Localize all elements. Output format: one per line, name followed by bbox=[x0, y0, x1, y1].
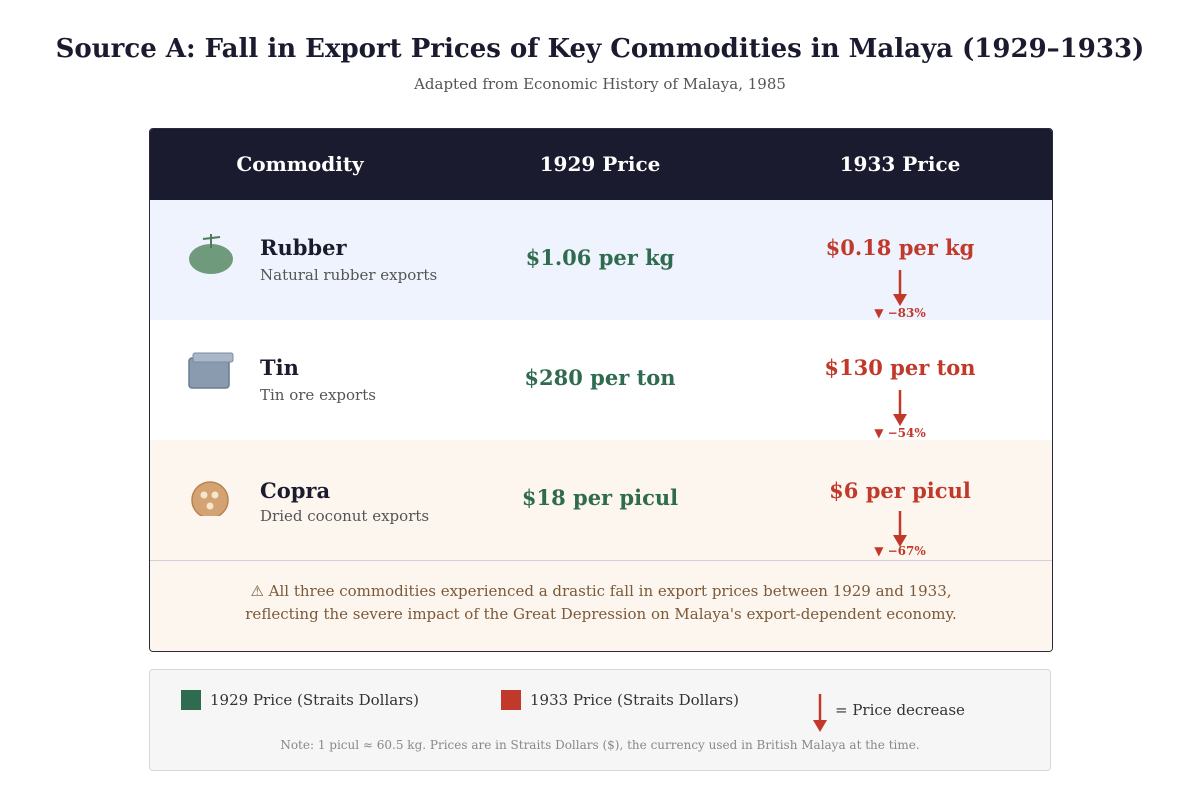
legend-footnote: Note: 1 picul ≈ 60.5 kg. Prices are in S… bbox=[280, 738, 920, 752]
table-row-tin: Tin Tin ore exports $280 per ton $130 pe… bbox=[150, 320, 1052, 441]
summary-note-line-2: reflecting the severe impact of the Grea… bbox=[245, 605, 957, 623]
price-change-percent: ▼ −67% bbox=[874, 544, 926, 558]
table-row-rubber: Rubber Natural rubber exports $1.06 per … bbox=[150, 200, 1052, 321]
commodity-name: Copra bbox=[260, 478, 331, 503]
commodity-desc: Natural rubber exports bbox=[260, 266, 438, 284]
arrow-down-icon bbox=[893, 270, 907, 306]
page-title: Source A: Fall in Export Prices of Key C… bbox=[55, 34, 1145, 64]
commodity-desc: Dried coconut exports bbox=[260, 507, 430, 525]
price-change-percent: ▼ −54% bbox=[874, 426, 926, 440]
table-row-copra: Copra Dried coconut exports $18 per picu… bbox=[150, 440, 1052, 561]
header-1929-price: 1929 Price bbox=[539, 152, 661, 176]
commodity-desc: Tin ore exports bbox=[260, 386, 376, 404]
price-1929: $280 per ton bbox=[524, 365, 676, 390]
tin-icon bbox=[188, 352, 234, 389]
arrow-down-icon bbox=[893, 511, 907, 547]
legend: 1929 Price (Straits Dollars) 1933 Price … bbox=[149, 669, 1051, 771]
copra-icon bbox=[191, 481, 229, 516]
legend-swatch-1929 bbox=[181, 690, 201, 710]
page-subtitle: Adapted from Economic History of Malaya,… bbox=[414, 75, 786, 93]
header-1933-price: 1933 Price bbox=[839, 152, 961, 176]
arrow-down-icon bbox=[813, 694, 827, 732]
legend-swatch-1933 bbox=[501, 690, 521, 710]
price-1933: $130 per ton bbox=[824, 355, 976, 380]
commodity-name: Tin bbox=[260, 355, 299, 380]
legend-label-decrease: = Price decrease bbox=[835, 701, 965, 719]
header-commodity: Commodity bbox=[236, 152, 364, 176]
table-header: Commodity 1929 Price 1933 Price bbox=[150, 129, 1052, 200]
price-change-percent: ▼ −83% bbox=[874, 306, 926, 320]
rubber-icon bbox=[189, 234, 233, 274]
price-1933: $0.18 per kg bbox=[825, 235, 975, 260]
arrow-down-icon bbox=[893, 390, 907, 426]
price-1929: $18 per picul bbox=[521, 485, 679, 510]
summary-note: ⚠ All three commodities experienced a dr… bbox=[150, 560, 1052, 651]
summary-note-line-1: ⚠ All three commodities experienced a dr… bbox=[250, 582, 952, 600]
commodity-name: Rubber bbox=[260, 235, 347, 260]
price-1933: $6 per picul bbox=[829, 478, 971, 503]
legend-label-1933: 1933 Price (Straits Dollars) bbox=[530, 691, 739, 709]
price-table: Commodity 1929 Price 1933 Price Rubber N… bbox=[149, 128, 1053, 652]
price-1929: $1.06 per kg bbox=[525, 245, 675, 270]
legend-label-1929: 1929 Price (Straits Dollars) bbox=[210, 691, 419, 709]
